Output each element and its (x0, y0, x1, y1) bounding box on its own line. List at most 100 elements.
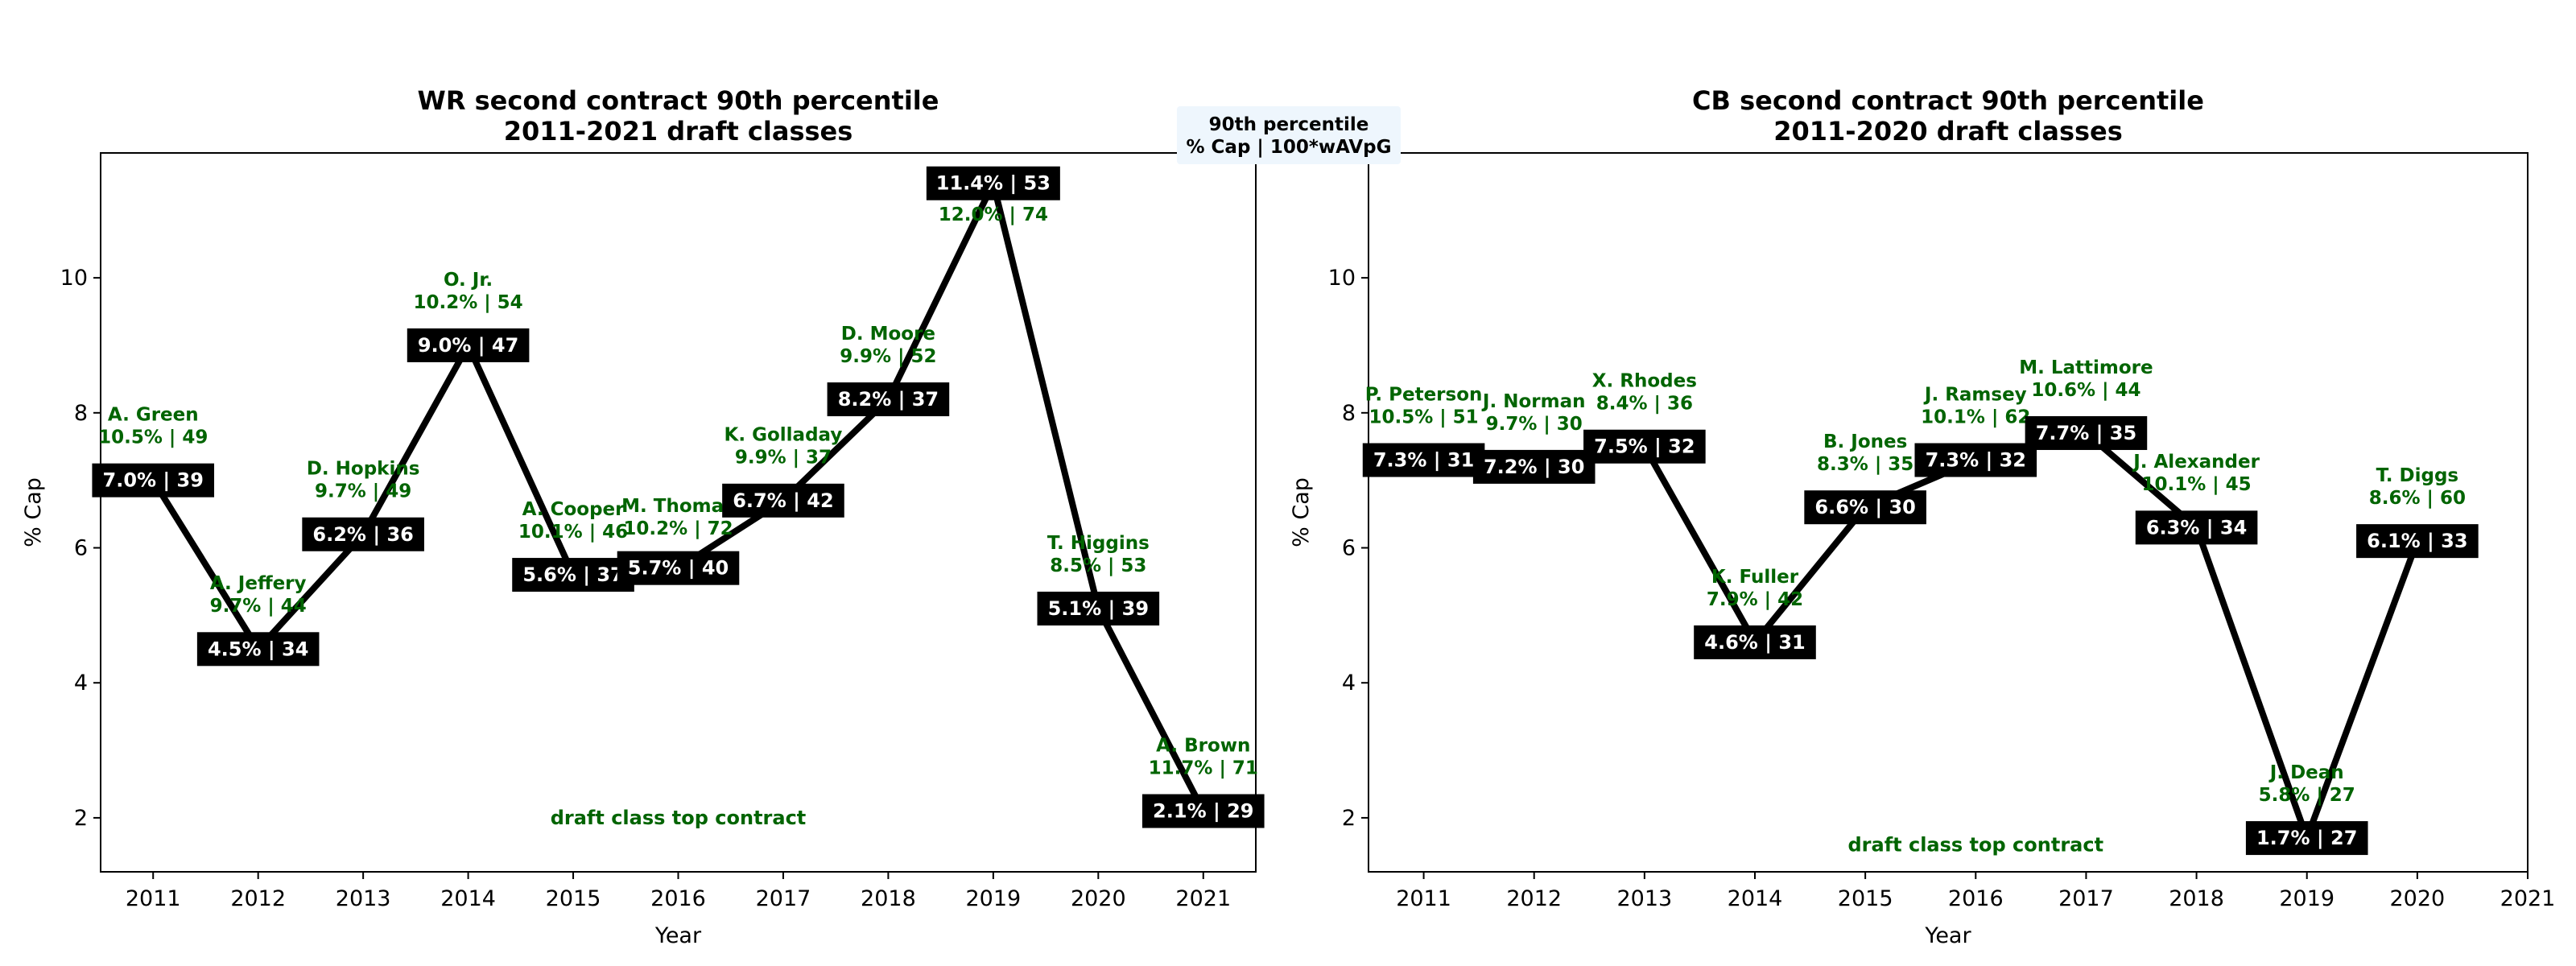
x-tick-label: 2014 (440, 886, 496, 911)
top-contract-name: T. Higgins (1047, 533, 1150, 554)
data-point-label: 5.6% | 37 (522, 564, 623, 586)
data-point-label-box (2245, 821, 2368, 856)
top-contract-value: 5.8% | 27 (2259, 785, 2355, 806)
x-tick-label: 2017 (756, 886, 811, 911)
data-point-label: 11.4% | 53 (936, 172, 1051, 195)
top-contract-value: 9.7% | 44 (210, 596, 307, 617)
data-point-label-box (2025, 415, 2148, 450)
top-contract-name: D. Hopkins (307, 459, 420, 480)
data-point-label-box (1037, 591, 1160, 625)
top-contract-value: 8.5% | 53 (1050, 555, 1146, 576)
data-point-label-box (2356, 524, 2479, 559)
x-axis-label: Year (1924, 923, 1971, 948)
data-point-label: 4.6% | 31 (1704, 631, 1805, 654)
x-tick-label: 2013 (1616, 886, 1672, 911)
data-point-label: 7.2% | 30 (1484, 456, 1584, 478)
x-tick-label: 2019 (2279, 886, 2334, 911)
data-point-label-box (407, 328, 530, 362)
x-tick-label: 2019 (966, 886, 1022, 911)
data-point-label-box (617, 551, 740, 585)
x-tick-label: 2016 (650, 886, 706, 911)
chart-title-line: WR second contract 90th percentile (418, 85, 939, 116)
y-tick-label: 6 (74, 536, 88, 561)
data-point-label: 5.1% | 39 (1048, 597, 1149, 620)
x-tick-label: 2011 (1396, 886, 1451, 911)
top-contract-value: 11.7% | 71 (1149, 758, 1258, 778)
chart-title-line: 2011-2021 draft classes (504, 116, 853, 147)
y-axis-label: % Cap (21, 477, 46, 547)
wr-chart-panel: WR second contract 90th percentile2011-2… (21, 85, 1265, 948)
top-contract-value: 10.1% | 46 (518, 522, 628, 543)
cb-chart-panel: CB second contract 90th percentile2011-2… (1289, 85, 2555, 948)
data-point-label-box (92, 463, 215, 497)
y-tick-label: 10 (60, 266, 88, 291)
data-point-label-box (1914, 443, 2037, 477)
y-tick-label: 4 (1342, 671, 1356, 696)
data-point-label: 6.3% | 34 (2146, 516, 2247, 539)
data-point-label-box (196, 632, 320, 667)
data-point-label: 7.7% | 35 (2036, 422, 2136, 444)
data-point-label-box (1472, 449, 1596, 484)
footnote-text: draft class top contract (1848, 833, 2104, 856)
x-tick-label: 2016 (1948, 886, 2004, 911)
top-contract-name: D. Moore (841, 324, 935, 345)
y-tick-label: 4 (74, 671, 88, 696)
plot-frame (1368, 152, 2529, 873)
y-tick-label: 10 (1328, 266, 1356, 291)
footnote-text: draft class top contract (551, 807, 807, 829)
top-contract-name: M. Lattimore (2019, 357, 2153, 378)
top-contract-value: 10.2% | 54 (413, 292, 522, 313)
legend-box: 90th percentile % Cap | 100*wAVpG (1177, 106, 1401, 164)
top-contract-name: J. Norman (1481, 391, 1586, 412)
data-point-label: 5.7% | 40 (628, 557, 729, 580)
data-point-label-box (1141, 794, 1265, 828)
top-contract-name: K. Golladay (724, 425, 843, 446)
y-axis-label: % Cap (1289, 477, 1314, 547)
data-point-label: 7.0% | 39 (103, 469, 204, 492)
data-point-label-box (2135, 510, 2258, 545)
top-contract-name: J. Dean (2268, 762, 2344, 783)
x-tick-label: 2020 (1071, 886, 1126, 911)
top-contract-value: 9.7% | 30 (1486, 414, 1583, 435)
legend-line-1: 90th percentile (1209, 114, 1369, 135)
data-point-label-box (827, 382, 950, 417)
top-contract-value: 10.1% | 62 (1921, 407, 2030, 427)
data-point-label: 9.0% | 47 (418, 334, 518, 357)
data-point-label: 7.3% | 32 (1926, 449, 2026, 472)
x-axis-label: Year (654, 923, 702, 948)
data-point-label-box (1362, 443, 1485, 477)
data-point-label-box (1804, 490, 1926, 525)
data-point-label-box (1694, 625, 1816, 659)
top-contract-name: A. Brown (1156, 735, 1250, 756)
x-tick-label: 2021 (1175, 886, 1231, 911)
y-tick-label: 8 (74, 401, 88, 426)
data-point-label: 1.7% | 27 (2256, 827, 2357, 849)
data-point-label-box (512, 558, 634, 592)
x-tick-label: 2012 (230, 886, 286, 911)
data-point-label: 7.5% | 32 (1594, 436, 1695, 458)
top-contract-name: O. Jr. (444, 270, 493, 291)
top-contract-value: 10.6% | 44 (2031, 380, 2140, 401)
top-contract-name: B. Jones (1823, 431, 1907, 452)
data-point-label-box (926, 166, 1060, 200)
top-contract-value: 9.9% | 37 (735, 448, 832, 469)
top-contract-value: 8.4% | 36 (1596, 394, 1693, 415)
data-point-label: 4.5% | 34 (208, 638, 308, 660)
data-point-label-box (1583, 429, 1706, 464)
y-tick-label: 2 (74, 806, 88, 831)
top-contract-value: 9.7% | 49 (315, 481, 411, 502)
x-tick-label: 2013 (336, 886, 391, 911)
chart-title-line: CB second contract 90th percentile (1692, 85, 2204, 116)
x-tick-label: 2018 (2169, 886, 2224, 911)
x-tick-label: 2015 (1838, 886, 1893, 911)
y-tick-label: 2 (1342, 806, 1356, 831)
data-point-label-box (302, 517, 424, 551)
top-contract-value: 10.1% | 45 (2141, 474, 2251, 495)
chart-title-line: 2011-2020 draft classes (1773, 116, 2123, 147)
top-contract-name: A. Green (108, 405, 199, 426)
legend-background (1177, 106, 1401, 164)
data-point-label: 2.1% | 29 (1153, 800, 1253, 823)
data-point-label: 6.7% | 42 (733, 489, 833, 512)
